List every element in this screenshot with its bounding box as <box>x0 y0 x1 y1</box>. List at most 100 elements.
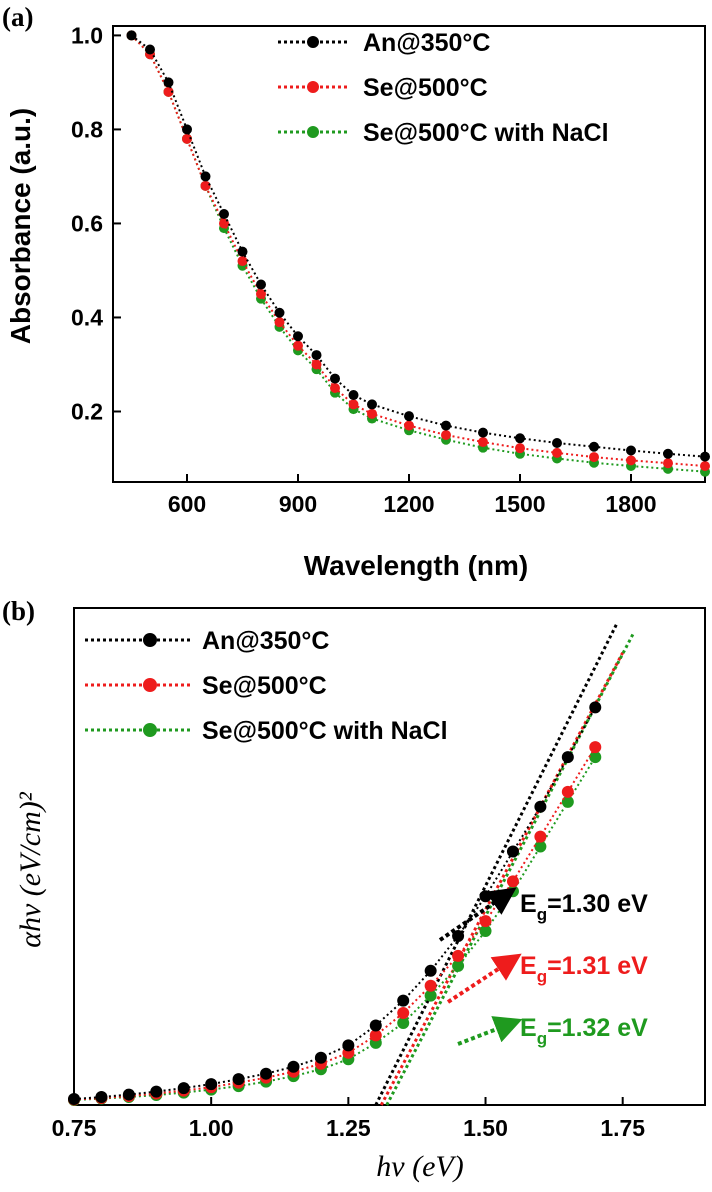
data-point-b-0 <box>424 964 437 977</box>
legend-marker-b <box>143 723 157 737</box>
data-point-a-1 <box>515 443 525 454</box>
data-point-b-2 <box>479 925 492 938</box>
bandgap-symbol: E <box>520 952 537 980</box>
data-point-a-1 <box>700 461 710 472</box>
data-point-a-1 <box>200 180 211 191</box>
bandgap-subscript: g <box>537 905 547 924</box>
y-tick-label-a: 0.2 <box>71 398 103 424</box>
legend-label-a: Se@500°C <box>363 74 488 102</box>
series-line-b-1 <box>73 746 597 1101</box>
data-point-b-0 <box>122 1088 135 1101</box>
y-tick-label-a: 0.4 <box>71 304 103 330</box>
data-point-b-0 <box>95 1091 108 1104</box>
x-tick-label-a: 900 <box>279 491 317 517</box>
data-point-b-1 <box>424 979 437 992</box>
series-a <box>126 30 710 477</box>
data-point-a-1 <box>589 452 599 463</box>
data-point-b-2 <box>424 989 437 1002</box>
data-point-b-1 <box>561 785 574 798</box>
fit-line-b-1 <box>379 652 625 1106</box>
data-point-a-0 <box>219 209 229 220</box>
data-point-a-1 <box>182 133 192 144</box>
data-point-b-0 <box>205 1078 218 1091</box>
data-point-b-0 <box>452 930 465 943</box>
bandgap-label: Eg=1.32 eV <box>520 1014 648 1048</box>
panel-b: (b) 0.75 1.00 1.25 1.50 1.75 An@350°C Se@500°… <box>2 596 706 1183</box>
bandgap-value: =1.31 eV <box>547 952 648 980</box>
x-tick-label-a: 1500 <box>494 491 545 517</box>
panel-a: (a) 600 900 1200 1500 1800 1.0 0.8 0.6 0.4 0.2 An… <box>2 2 710 581</box>
y-axis-title-a: Absorbance (a.u.) <box>5 108 36 344</box>
x-tick-label-a: 1200 <box>383 491 434 517</box>
data-point-b-2 <box>452 959 465 972</box>
legend-label-a: An@350°C <box>363 29 490 57</box>
data-point-b-0 <box>177 1082 190 1095</box>
x-axis-title-b: hν (eV) <box>376 1150 463 1183</box>
data-point-b-0 <box>397 994 410 1007</box>
data-point-a-0 <box>182 124 192 135</box>
bandgap-label: Eg=1.30 eV <box>520 890 648 924</box>
data-point-a-0 <box>145 44 155 55</box>
data-point-b-2 <box>397 1016 410 1029</box>
data-point-a-0 <box>348 390 359 401</box>
data-point-b-0 <box>342 1039 355 1052</box>
ticks-b: 0.75 1.00 1.25 1.50 1.75 <box>52 1097 645 1141</box>
data-point-a-1 <box>274 317 285 328</box>
data-point-b-0 <box>561 751 574 764</box>
legend-label-b: Se@500°C <box>202 672 327 700</box>
x-tick-label-a: 600 <box>168 491 206 517</box>
data-point-b-1 <box>369 1029 382 1042</box>
bandgap-subscript: g <box>537 1029 547 1048</box>
data-point-a-1 <box>311 359 322 370</box>
data-point-a-1 <box>163 86 174 97</box>
data-point-a-0 <box>700 451 710 462</box>
data-point-a-1 <box>478 437 488 448</box>
x-tick-label-b: 1.25 <box>326 1115 371 1141</box>
x-tick-label-b: 0.75 <box>52 1115 97 1141</box>
data-point-b-0 <box>589 701 602 714</box>
bandgap-value: =1.32 eV <box>547 1014 648 1042</box>
panel-label-a: (a) <box>2 2 33 32</box>
x-tick-label-b: 1.00 <box>189 1115 234 1141</box>
data-point-a-1 <box>237 256 248 267</box>
data-point-a-1 <box>256 288 266 299</box>
data-point-a-0 <box>626 445 636 456</box>
x-tick-label-b: 1.75 <box>600 1115 645 1141</box>
data-point-b-1 <box>506 875 519 888</box>
data-point-b-0 <box>150 1085 163 1098</box>
data-point-b-1 <box>397 1007 410 1020</box>
y-tick-label-a: 0.6 <box>71 210 103 236</box>
bandgap-label: Eg=1.31 eV <box>520 952 648 986</box>
data-point-a-1 <box>626 455 636 466</box>
legend-marker-b <box>143 633 157 647</box>
bandgap-subscript: g <box>537 967 547 986</box>
ticks-a: 600 900 1200 1500 1800 1.0 0.8 0.6 0.4 0.2 <box>71 22 657 517</box>
data-point-a-0 <box>589 441 599 452</box>
y-axis-title-b: αhν (eV/cm)² <box>14 791 47 947</box>
legend-marker-a <box>307 126 319 138</box>
data-point-b-1 <box>479 915 492 928</box>
data-point-a-1 <box>348 399 359 410</box>
data-point-a-1 <box>293 340 303 351</box>
legend-label-b: Se@500°C with NaCl <box>202 717 448 745</box>
y-tick-label-a: 1.0 <box>71 22 103 48</box>
data-point-b-0 <box>232 1073 245 1086</box>
legend-marker-b <box>143 678 157 692</box>
data-point-b-0 <box>68 1093 80 1106</box>
data-point-a-0 <box>256 279 266 290</box>
x-tick-label-a: 1800 <box>605 491 656 517</box>
data-point-a-0 <box>552 437 562 448</box>
data-point-a-0 <box>293 331 303 342</box>
series-line-b-2 <box>73 756 597 1102</box>
y-tick-label-a: 0.8 <box>71 116 103 142</box>
data-point-a-1 <box>330 382 340 393</box>
bandgap-symbol: E <box>520 890 537 918</box>
bandgap-arrow <box>446 953 522 1004</box>
data-point-a-0 <box>330 373 340 384</box>
panel-label-b: (b) <box>2 596 35 626</box>
data-point-b-2 <box>561 795 574 808</box>
bandgap-value: =1.30 eV <box>547 890 648 918</box>
data-point-b-0 <box>314 1051 327 1064</box>
data-point-a-1 <box>663 458 673 469</box>
